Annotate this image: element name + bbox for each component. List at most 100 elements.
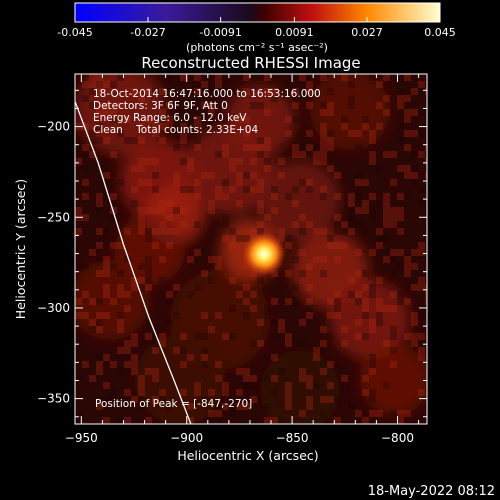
heatmap-cell [411,179,418,186]
emission-blob [260,160,340,240]
heatmap-cell [397,214,404,221]
heatmap-cell [306,382,313,389]
heatmap-cell [166,116,173,123]
heatmap-cell [411,130,418,137]
heatmap-cell [103,396,110,403]
heatmap-cell [103,291,110,298]
heatmap-cell [306,179,313,186]
heatmap-cell [299,179,306,186]
heatmap-cell [243,382,250,389]
heatmap-cell [145,116,152,123]
heatmap-cell [369,284,376,291]
heatmap-cell [117,319,124,326]
heatmap-cell [180,207,187,214]
heatmap-cell [110,109,117,116]
heatmap-cell [75,375,82,382]
heatmap-cell [124,389,131,396]
heatmap-cell [327,242,334,249]
heatmap-cell [145,277,152,284]
heatmap-cell [138,221,145,228]
heatmap-cell [243,116,250,123]
heatmap-cell [194,221,201,228]
heatmap-cell [208,172,215,179]
heatmap-cell [257,186,264,193]
colorbar-tick-label: -0.0091 [199,26,241,39]
heatmap-cell [124,116,131,123]
heatmap-cell [208,277,215,284]
heatmap-cell [110,235,117,242]
heatmap-cell [138,277,145,284]
heatmap-cell [159,256,166,263]
heatmap-cell [341,242,348,249]
peak-source [242,232,286,276]
heatmap-cell [166,228,173,235]
heatmap-cell [320,361,327,368]
heatmap-cell [187,354,194,361]
heatmap-cell [376,228,383,235]
heatmap-cell [243,88,250,95]
heatmap-cell [145,88,152,95]
heatmap-cell [96,123,103,130]
heatmap-cell [180,333,187,340]
heatmap-cell [306,263,313,270]
heatmap-cell [397,123,404,130]
heatmap-cell [173,207,180,214]
heatmap-cell [397,228,404,235]
heatmap-cell [201,270,208,277]
heatmap-cell [278,228,285,235]
heatmap-cell [355,172,362,179]
heatmap-cell [96,354,103,361]
heatmap-cell [208,410,215,417]
heatmap-cell [236,291,243,298]
heatmap-cell [278,158,285,165]
heatmap-cell [103,263,110,270]
heatmap-cell [131,361,138,368]
heatmap-cell [418,277,425,284]
heatmap-cell [264,354,271,361]
heatmap-cell [215,193,222,200]
heatmap-cell [355,249,362,256]
heatmap-cell [327,130,334,137]
heatmap-cell [187,256,194,263]
heatmap-cell [320,144,327,151]
heatmap-cell [404,298,411,305]
heatmap-cell [145,158,152,165]
heatmap-cell [327,144,334,151]
heatmap-cell [376,123,383,130]
heatmap-cell [278,172,285,179]
peak-position-label: Position of Peak = [-847,-270] [95,398,252,410]
heatmap-cell [264,214,271,221]
heatmap-cell [355,319,362,326]
heatmap-cell [390,249,397,256]
heatmap-cell [166,123,173,130]
heatmap-cell [313,354,320,361]
heatmap-cell [236,403,243,410]
heatmap-cell [327,88,334,95]
heatmap-cell [362,417,369,424]
heatmap-cell [327,312,334,319]
heatmap-cell [362,179,369,186]
heatmap-cell [299,214,306,221]
heatmap-cell [138,403,145,410]
heatmap-cell [425,144,427,151]
heatmap-cell [369,410,376,417]
solar-limb-line [75,99,192,424]
heatmap-cell [383,382,390,389]
heatmap-cell [348,207,355,214]
heatmap-cell [341,221,348,228]
heatmap-cell [89,130,96,137]
heatmap-cell [320,102,327,109]
heatmap-cell [243,375,250,382]
heatmap-cell [89,375,96,382]
heatmap-cell [215,151,222,158]
heatmap-cell [376,102,383,109]
heatmap-cell [229,88,236,95]
heatmap-cell [96,326,103,333]
heatmap-cell [215,312,222,319]
emission-blob [75,74,165,155]
heatmap-cell [348,95,355,102]
heatmap-cell [124,256,131,263]
heatmap-cell [411,333,418,340]
heatmap-cell [299,270,306,277]
